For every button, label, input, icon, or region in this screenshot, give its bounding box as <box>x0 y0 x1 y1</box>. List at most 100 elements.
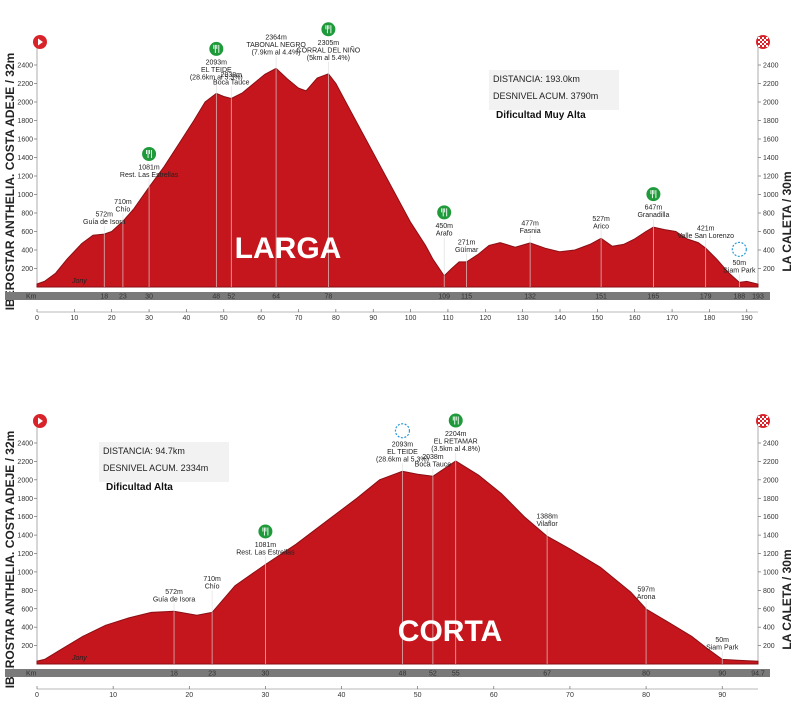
checker-square <box>766 37 768 39</box>
y-tick-label-right: 2400 <box>763 63 779 70</box>
food-station-icon <box>209 41 224 56</box>
km-mark: 94.7 <box>751 671 765 678</box>
x-tick-label: 10 <box>70 315 78 322</box>
x-tick-label: 80 <box>332 315 340 322</box>
fork-knife-glyph <box>650 190 657 199</box>
waypoint-label: Boca Tauce <box>415 461 452 468</box>
km-mark: 67 <box>543 671 551 678</box>
x-tick-label: 180 <box>704 315 716 322</box>
km-mark: 64 <box>272 294 280 301</box>
y-tick-label-right: 800 <box>763 211 775 218</box>
y-tick-label-left: 2400 <box>17 441 33 448</box>
waypoint-label: Güímar <box>455 247 479 254</box>
waypoint-label: 2305m <box>318 40 340 47</box>
x-tick-label: 170 <box>666 315 678 322</box>
x-tick-label: 40 <box>183 315 191 322</box>
waypoint-label: Vilaflor <box>536 521 558 528</box>
y-tick-label-right: 1400 <box>763 533 779 540</box>
checker-square <box>766 416 768 418</box>
waypoint-label: Arafo <box>436 230 453 237</box>
km-mark: 52 <box>227 294 235 301</box>
y-tick-label-left: 1400 <box>17 155 33 162</box>
x-tick-label: 140 <box>554 315 566 322</box>
waypoint-label: 421m <box>697 226 715 233</box>
y-tick-label-right: 800 <box>763 588 775 595</box>
waypoint-label: (3.5km al 4.8%) <box>431 446 480 453</box>
x-tick-label: 40 <box>338 692 346 699</box>
km-mark: 90 <box>718 671 726 678</box>
y-tick-label-left: 2200 <box>17 81 33 88</box>
checker-square <box>766 41 768 43</box>
y-tick-label-right: 1400 <box>763 155 779 162</box>
checker-square <box>760 418 762 420</box>
x-tick-label: 90 <box>718 692 726 699</box>
y-tick-label-right: 1800 <box>763 496 779 503</box>
waypoint-label: 597m <box>637 587 655 594</box>
finish-location-label: LA CALETA / 30m <box>780 549 794 649</box>
y-tick-label-right: 2000 <box>763 100 779 107</box>
checker-square <box>766 424 768 426</box>
y-tick-label-left: 200 <box>21 643 33 650</box>
waypoint-label: CORRAL DEL NIÑO <box>297 45 361 54</box>
checker-square <box>764 418 766 420</box>
y-tick-label-left: 1200 <box>17 551 33 558</box>
x-tick-label: 20 <box>108 315 116 322</box>
food-station-icon <box>142 147 157 162</box>
y-tick-label-right: 2400 <box>763 441 779 448</box>
x-tick-label: 80 <box>642 692 650 699</box>
x-tick-label: 90 <box>369 315 377 322</box>
waypoint-label: Chío <box>116 206 131 213</box>
fork-knife-glyph <box>452 416 459 425</box>
km-mark: 78 <box>324 294 332 301</box>
waypoint-label: Siam Park <box>723 267 756 274</box>
y-tick-label-left: 1800 <box>17 496 33 503</box>
km-mark: 165 <box>648 294 660 301</box>
y-tick-label-left: 2000 <box>17 100 33 107</box>
km-mark: 109 <box>438 294 450 301</box>
y-tick-label-left: 800 <box>21 211 33 218</box>
waypoint-label: 2038m <box>422 454 444 461</box>
km-mark: 55 <box>452 671 460 678</box>
y-tick-label-right: 1200 <box>763 551 779 558</box>
y-tick-label-right: 400 <box>763 248 775 255</box>
y-tick-label-right: 2200 <box>763 81 779 88</box>
checker-square <box>766 45 768 47</box>
waypoint-label: 477m <box>521 220 539 227</box>
waypoint-label: 2364m <box>265 34 287 41</box>
km-mark: 188 <box>733 294 745 301</box>
x-tick-label: 60 <box>490 692 498 699</box>
waypoint-label: 1081m <box>255 542 277 549</box>
waypoint-label: EL RETAMAR <box>434 439 478 446</box>
route-name-label: LARGA <box>235 232 342 265</box>
waypoint-label: Arico <box>593 223 609 230</box>
waypoint-label: Rest. Las Estrellas <box>236 549 295 556</box>
y-tick-label-right: 200 <box>763 643 775 650</box>
difficulty-text: Dificultad Muy Alta <box>496 110 586 121</box>
x-tick-label: 150 <box>592 315 604 322</box>
fork-knife-glyph <box>146 150 153 159</box>
time-control-icon <box>731 241 747 257</box>
waypoint-label: 710m <box>114 199 132 206</box>
waypoint-label: Boca Tauce <box>213 79 250 86</box>
y-tick-label-left: 1000 <box>17 569 33 576</box>
x-tick-label: 20 <box>185 692 193 699</box>
y-tick-label-right: 400 <box>763 625 775 632</box>
climb-text: DESNIVEL ACUM. 3790m <box>493 91 598 101</box>
km-mark: 23 <box>119 294 127 301</box>
checker-square <box>758 416 760 418</box>
waypoint-label: (28.6km al 5.3%) <box>190 74 243 81</box>
checker-square <box>764 43 766 45</box>
waypoint-label: 2038m <box>221 72 243 79</box>
waypoint-label: 2093m <box>392 441 414 448</box>
watermark-label: Jony <box>71 278 87 285</box>
waypoint-label: Guía de Isora <box>83 219 126 226</box>
km-mark: 179 <box>700 294 712 301</box>
waypoint-label: Rest. Las Estrellas <box>120 172 179 179</box>
y-tick-label-left: 800 <box>21 588 33 595</box>
x-tick-label: 30 <box>262 692 270 699</box>
km-bar-label: Km <box>26 671 37 678</box>
waypoint-label: Arona <box>637 594 656 601</box>
checker-square <box>758 41 760 43</box>
